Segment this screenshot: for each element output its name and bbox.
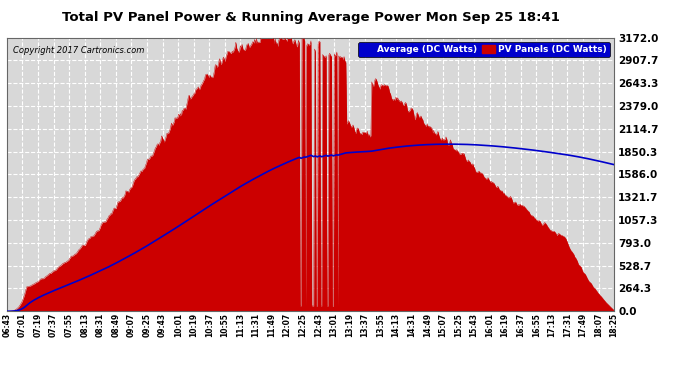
- Text: Total PV Panel Power & Running Average Power Mon Sep 25 18:41: Total PV Panel Power & Running Average P…: [61, 11, 560, 24]
- Text: Copyright 2017 Cartronics.com: Copyright 2017 Cartronics.com: [13, 46, 144, 55]
- Legend: Average (DC Watts), PV Panels (DC Watts): Average (DC Watts), PV Panels (DC Watts): [358, 42, 609, 57]
